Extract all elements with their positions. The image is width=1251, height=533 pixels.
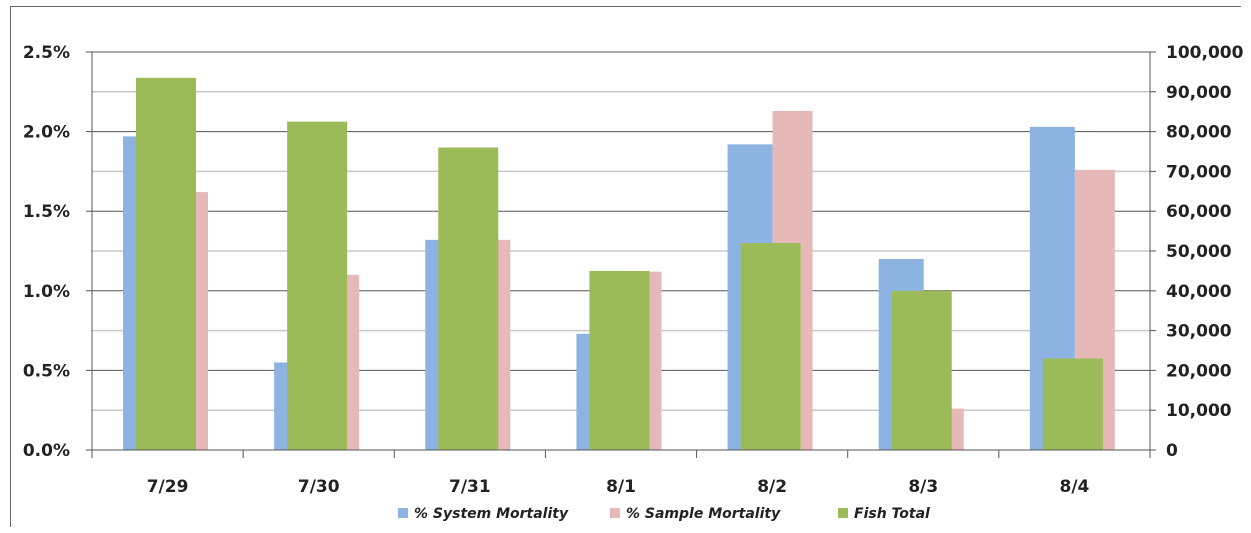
left-axis-ticks: 0.0% 0.5% 1.0% 1.5% 2.0% 2.5% <box>23 43 92 461</box>
x-tick-label: 7/31 <box>449 477 491 497</box>
chart-frame <box>10 6 1241 527</box>
fish-total-bar <box>1042 358 1103 450</box>
x-tick-label: 8/4 <box>1059 477 1089 497</box>
left-tick-label: 0.5% <box>23 361 70 381</box>
x-tick-label: 7/29 <box>147 477 189 497</box>
fish-total-bar <box>438 147 499 450</box>
right-tick-label: 70,000 <box>1166 162 1232 182</box>
right-tick-label: 10,000 <box>1166 401 1232 421</box>
legend-swatch <box>610 508 620 518</box>
x-tick-label: 8/3 <box>908 477 938 497</box>
right-tick-label: 80,000 <box>1166 123 1232 143</box>
left-tick-label: 2.0% <box>23 123 70 143</box>
x-tick-label: 8/1 <box>606 477 636 497</box>
bars <box>123 77 1115 451</box>
right-tick-label: 100,000 <box>1166 43 1244 63</box>
legend-label: Fish Total <box>854 506 930 522</box>
left-tick-label: 1.0% <box>23 282 70 302</box>
right-tick-label: 30,000 <box>1166 322 1232 342</box>
right-tick-label: 60,000 <box>1166 202 1232 222</box>
legend-swatch <box>398 508 408 518</box>
fish-total-bar <box>136 77 196 451</box>
legend: % System Mortality % Sample Mortality Fish… <box>398 506 930 522</box>
right-tick-label: 50,000 <box>1166 242 1232 262</box>
fish-total-bar <box>740 243 801 450</box>
right-tick-label: 90,000 <box>1166 83 1232 103</box>
x-tick-label: 7/30 <box>298 477 340 497</box>
right-tick-label: 20,000 <box>1166 361 1232 381</box>
fish-total-bar <box>287 121 348 451</box>
x-tick-label: 8/2 <box>757 477 787 497</box>
right-tick-label: 40,000 <box>1166 282 1232 302</box>
right-tick-label: 0 <box>1166 441 1178 461</box>
left-tick-label: 0.0% <box>23 441 70 461</box>
legend-swatch <box>838 508 848 518</box>
legend-label: % Sample Mortality <box>626 506 781 522</box>
fish-total-bar <box>891 290 952 450</box>
left-tick-label: 1.5% <box>23 202 70 222</box>
left-tick-label: 2.5% <box>23 43 70 63</box>
legend-label: % System Mortality <box>414 506 569 522</box>
right-axis-ticks: 0 10,000 20,000 30,000 40,000 50,000 60,000 70,… <box>1150 43 1244 461</box>
fish-total-bar <box>589 270 650 450</box>
x-axis-ticks: 7/29 7/30 7/31 8/1 8/2 8/3 8/4 <box>147 477 1090 497</box>
